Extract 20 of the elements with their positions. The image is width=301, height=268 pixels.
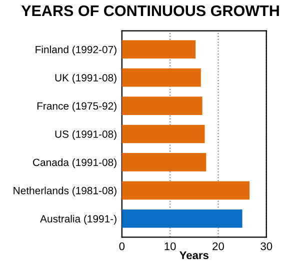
bar (122, 40, 196, 59)
x-tick-label: 30 (260, 242, 272, 250)
x-tick-label: 20 (212, 242, 224, 250)
bar (122, 96, 202, 115)
bar (122, 153, 206, 172)
y-tick-label: France (1975-92) (37, 102, 116, 112)
y-tick-label: Finland (1992-07) (36, 46, 116, 56)
y-tick-label: US (1991-08) (55, 130, 116, 140)
x-axis-title: Years (180, 251, 209, 260)
y-tick-label: UK (1991-08) (55, 74, 116, 84)
chart-title: YEARS OF CONTINUOUS GROWTH (21, 5, 279, 16)
x-tick-label: 0 (119, 242, 125, 250)
bar (122, 68, 201, 87)
y-tick-label: Netherlands (1981-08) (14, 186, 116, 196)
bar (122, 209, 242, 228)
y-tick-label: Australia (1991-) (40, 214, 116, 225)
bar (122, 181, 250, 200)
bar (122, 124, 205, 144)
y-tick-label: Canada (1991-08) (33, 158, 116, 168)
x-tick-label: 10 (164, 242, 176, 250)
